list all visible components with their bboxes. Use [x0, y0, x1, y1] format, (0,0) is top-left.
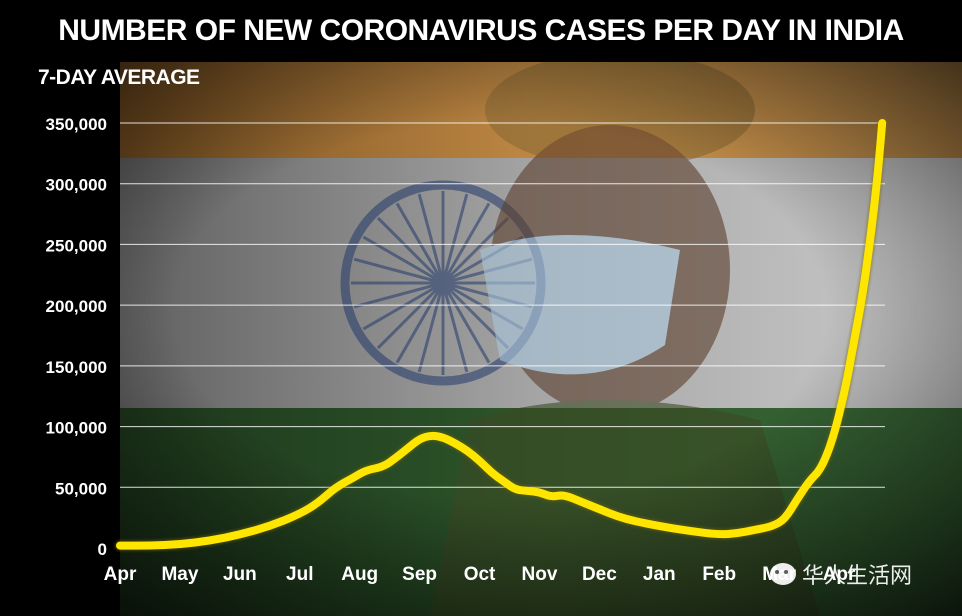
- x-tick-label: Apr: [823, 564, 856, 585]
- watermark: 华人生活网: [770, 558, 912, 590]
- x-tick-label: Oct: [464, 564, 496, 585]
- background-photo: [0, 62, 962, 616]
- x-tick-label: Jul: [286, 564, 313, 585]
- x-tick-label: Feb: [702, 564, 736, 585]
- x-tick-label: May: [161, 564, 198, 585]
- gridlines: [120, 122, 885, 488]
- y-tick-label: 250,000: [46, 236, 107, 255]
- y-tick-label: 100,000: [46, 419, 107, 438]
- y-tick-label: 150,000: [46, 358, 107, 377]
- y-tick-label: 0: [98, 540, 107, 559]
- x-tick-label: Sep: [402, 564, 437, 585]
- chart-subtitle: 7-DAY AVERAGE: [38, 66, 200, 89]
- x-tick-label: Jun: [223, 564, 257, 585]
- x-tick-label: Aug: [341, 564, 378, 585]
- chart-title: NUMBER OF NEW CORONAVIRUS CASES PER DAY …: [58, 14, 904, 47]
- y-tick-label: 50,000: [55, 479, 107, 498]
- x-tick-label: Dec: [582, 564, 617, 585]
- title-bar: NUMBER OF NEW CORONAVIRUS CASES PER DAY …: [0, 0, 962, 62]
- y-tick-label: 200,000: [46, 297, 107, 316]
- chart-plot: 0 50,000 100,000 150,000 200,000 250,000 300,0…: [0, 62, 962, 616]
- x-tick-label: Apr: [104, 564, 137, 585]
- x-tick-label: Jan: [643, 564, 676, 585]
- x-tick-label: Nov: [522, 564, 558, 585]
- y-tick-label: 300,000: [46, 176, 107, 195]
- y-axis-ticks: 0 50,000 100,000 150,000 200,000 250,000 300,0…: [46, 115, 107, 559]
- series-layer: [114, 117, 888, 552]
- y-tick-label: 350,000: [46, 115, 107, 134]
- series-line: [116, 119, 887, 550]
- wechat-icon: [770, 563, 796, 585]
- watermark-text: 华人生活网: [802, 563, 913, 588]
